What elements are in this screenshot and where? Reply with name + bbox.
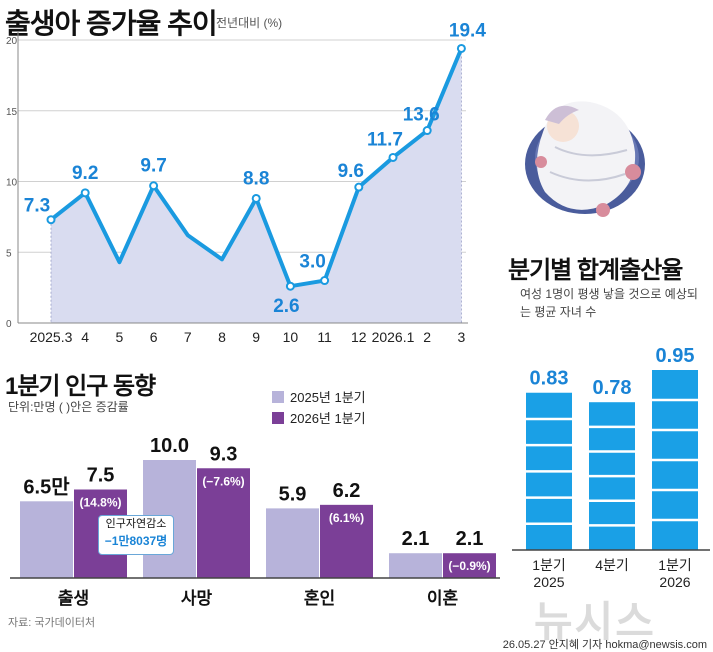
byline: 26.05.27 안지혜 기자 hokma@newsis.com	[502, 639, 707, 651]
natural-decrease-callout: 인구자연감소 −1만8037명	[98, 515, 174, 555]
tfr-category-label: 4분기	[595, 557, 629, 573]
bar-value-label: 6.2	[333, 480, 361, 502]
data-point	[388, 152, 398, 162]
area-fill	[51, 48, 462, 324]
x-tick-label: 9	[252, 329, 260, 345]
y-tick-label: 10	[6, 178, 18, 189]
bar-change-label: (14.8%)	[79, 496, 121, 510]
category-label: 혼인	[304, 588, 335, 608]
x-tick-label: 10	[283, 329, 299, 345]
legend-item-2025: 2025년 1분기	[272, 387, 366, 406]
data-label: 9.2	[72, 163, 98, 184]
legend-item-2026: 2026년 1분기	[272, 408, 366, 427]
population-bar-chart: 6.5만 10.0 5.9 2.1 7.5 (14.8%) 9.3 (−7.6%) 6.2 (6.…	[10, 435, 500, 608]
y-tick-label: 0	[6, 319, 12, 330]
bar-2026	[197, 468, 250, 578]
legend-swatch-2025	[272, 390, 284, 403]
category-label: 사망	[181, 589, 213, 608]
tfr-category-year: 2026	[659, 574, 690, 590]
data-point	[149, 181, 159, 191]
x-tick-label: 4	[81, 329, 89, 345]
bar-value-label: 10.0	[150, 435, 189, 457]
data-point	[285, 281, 295, 291]
category-label: 이혼	[427, 588, 459, 608]
data-point	[80, 188, 90, 198]
bar-value-label: 7.5	[87, 465, 115, 487]
data-label: 2.6	[273, 296, 299, 317]
bar-value-label: 2.1	[402, 528, 430, 550]
legend-swatch-2026	[272, 411, 284, 424]
natural-decrease-value: −1만8037명	[104, 534, 168, 548]
x-tick-label: 3	[458, 329, 466, 345]
data-label: 7.3	[24, 196, 50, 217]
bar-change-label: (−0.9%)	[448, 559, 490, 573]
legend-label-2025: 2025년 1분기	[290, 390, 366, 405]
baby-illustration	[525, 101, 645, 217]
x-tick-label: 6	[150, 329, 158, 345]
category-label: 출생	[58, 589, 89, 608]
data-point	[320, 276, 330, 286]
data-label: 9.7	[140, 156, 166, 177]
bar-value-label: 6.5만	[23, 475, 70, 498]
tfr-category-label: 1분기	[532, 557, 566, 573]
bar-2025	[389, 553, 442, 578]
data-label: 8.8	[243, 168, 269, 189]
source-note: 자료: 국가데이터처	[8, 617, 96, 629]
tfr-value-label: 0.83	[530, 368, 569, 390]
y-tick-label: 15	[6, 107, 18, 118]
data-point	[456, 43, 466, 53]
bar-2025	[266, 508, 319, 578]
chart-unit-label: 전년대비 (%)	[216, 16, 283, 30]
x-tick-label: 5	[116, 329, 124, 345]
y-tick-label: 20	[6, 36, 18, 47]
population-title: 1분기 인구 동향	[5, 373, 156, 400]
bar-value-label: 9.3	[210, 443, 238, 465]
x-tick-label: 7	[184, 329, 192, 345]
natural-decrease-label: 인구자연감소	[105, 518, 167, 530]
y-tick-label: 5	[6, 248, 12, 259]
bar-value-label: 2.1	[456, 528, 484, 550]
data-label: 11.7	[367, 129, 403, 150]
tfr-category-label: 1분기	[658, 557, 692, 573]
bar-change-label: (6.1%)	[329, 511, 364, 525]
population-unit: 단위:만명 ( )안은 증감률	[8, 400, 129, 414]
tfr-category-year: 2025	[533, 574, 564, 590]
tfr-value-label: 0.78	[593, 377, 632, 399]
x-tick-label: 2026.1	[372, 329, 415, 345]
tfr-description: 여성 1명이 평생 낳을 것으로 예상되는 평균 자녀 수	[520, 287, 698, 319]
tfr-value-label: 0.95	[656, 345, 695, 367]
data-label: 3.0	[299, 252, 325, 273]
watermark-logo: 뉴시스	[534, 598, 656, 645]
data-label: 13.6	[403, 105, 440, 126]
x-tick-label: 11	[317, 329, 332, 345]
bar-2026	[443, 553, 496, 578]
x-tick-label: 8	[218, 329, 226, 345]
data-label: 9.6	[338, 161, 364, 182]
bar-change-label: (−7.6%)	[202, 474, 244, 488]
bar-2026	[320, 504, 373, 578]
legend-label-2026: 2026년 1분기	[290, 411, 366, 426]
x-tick-label: 2025.3	[30, 329, 73, 345]
data-point	[354, 182, 364, 192]
data-point	[422, 126, 432, 136]
x-tick-label: 2	[423, 329, 431, 345]
birth-growth-chart: 0 5 10 15 20 7.3 9.2 9.7 8.8 2.6 3.0 9.611.713.6 19…	[6, 20, 486, 345]
data-point	[46, 215, 56, 225]
page-title: 출생아 증가율 추이	[5, 8, 218, 39]
tfr-title: 분기별 합계출산율	[508, 257, 683, 284]
data-point	[251, 193, 261, 203]
data-label: 19.4	[449, 20, 486, 41]
bar-value-label: 5.9	[279, 483, 307, 505]
bar-2025	[20, 501, 73, 578]
x-tick-label: 12	[351, 329, 367, 345]
